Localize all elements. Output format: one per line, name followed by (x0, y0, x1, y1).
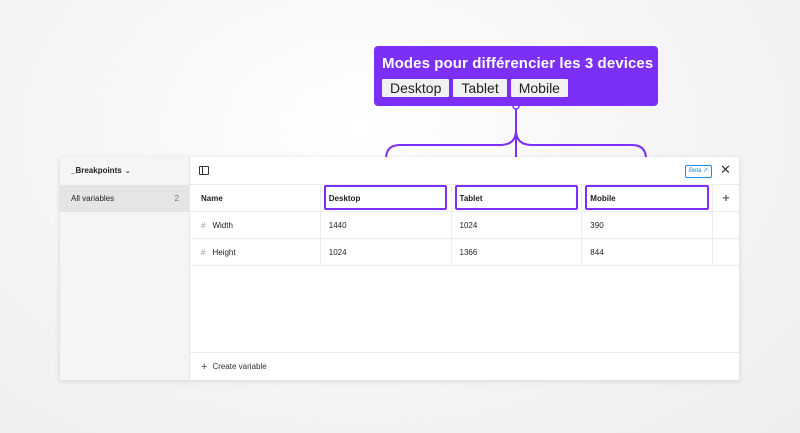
table-row[interactable]: # Width 1440 1024 390 (190, 212, 739, 239)
variable-name: Width (212, 220, 233, 230)
collection-name: _Breakpoints (71, 166, 122, 175)
header-name: Name (190, 185, 321, 211)
header-mode-tablet[interactable]: Tablet (452, 185, 583, 211)
number-type-icon: # (201, 247, 206, 257)
empty-cell (713, 239, 739, 265)
sidebar-toggle-icon[interactable] (199, 166, 209, 175)
callout-mode-tablet: Tablet (453, 79, 507, 97)
value-cell[interactable]: 1024 (452, 212, 583, 238)
table-row[interactable]: # Height 1024 1366 844 (190, 239, 739, 266)
variables-panel: _Breakpoints ⌄ All variables 2 Beta ↗ ✕ N… (60, 157, 739, 380)
sidebar-item-count: 2 (174, 194, 179, 203)
sidebar: _Breakpoints ⌄ All variables 2 (60, 157, 190, 380)
variable-name-cell[interactable]: # Width (190, 212, 321, 238)
callout-mode-list: Desktop Tablet Mobile (382, 79, 650, 97)
table-header: Name Desktop Tablet Mobile + (190, 185, 739, 212)
sidebar-item-all-variables[interactable]: All variables 2 (60, 185, 189, 212)
add-mode-button[interactable]: + (722, 191, 730, 205)
chevron-down-icon: ⌄ (124, 168, 131, 175)
variables-table: Name Desktop Tablet Mobile + # Width 1440… (190, 185, 739, 266)
sidebar-item-label: All variables (71, 194, 115, 203)
empty-cell (713, 212, 739, 238)
close-icon[interactable]: ✕ (720, 162, 731, 177)
toolbar: Beta ↗ ✕ (190, 157, 739, 185)
variable-name: Height (212, 247, 236, 257)
number-type-icon: # (201, 220, 206, 230)
create-variable-label: Create variable (212, 362, 267, 371)
variables-main: Beta ↗ ✕ Name Desktop Tablet Mobile + # W… (190, 157, 739, 380)
header-mode-desktop[interactable]: Desktop (321, 185, 452, 211)
beta-badge[interactable]: Beta ↗ (685, 165, 713, 178)
value-cell[interactable]: 1024 (321, 239, 452, 265)
value-cell[interactable]: 844 (582, 239, 714, 265)
value-cell[interactable]: 390 (582, 212, 714, 238)
callout-mode-desktop: Desktop (382, 79, 450, 97)
mode-callout: Modes pour différencier les 3 devices De… (374, 46, 658, 106)
plus-icon: + (201, 360, 208, 373)
collection-selector[interactable]: _Breakpoints ⌄ (60, 157, 189, 185)
create-variable-button[interactable]: + Create variable (190, 352, 739, 380)
callout-title: Modes pour différencier les 3 devices (382, 55, 654, 72)
callout-mode-mobile: Mobile (510, 79, 568, 97)
beta-label: Beta (689, 168, 702, 174)
value-cell[interactable]: 1366 (452, 239, 583, 265)
value-cell[interactable]: 1440 (321, 212, 452, 238)
header-mode-mobile[interactable]: Mobile (582, 185, 714, 211)
variable-name-cell[interactable]: # Height (190, 239, 321, 265)
